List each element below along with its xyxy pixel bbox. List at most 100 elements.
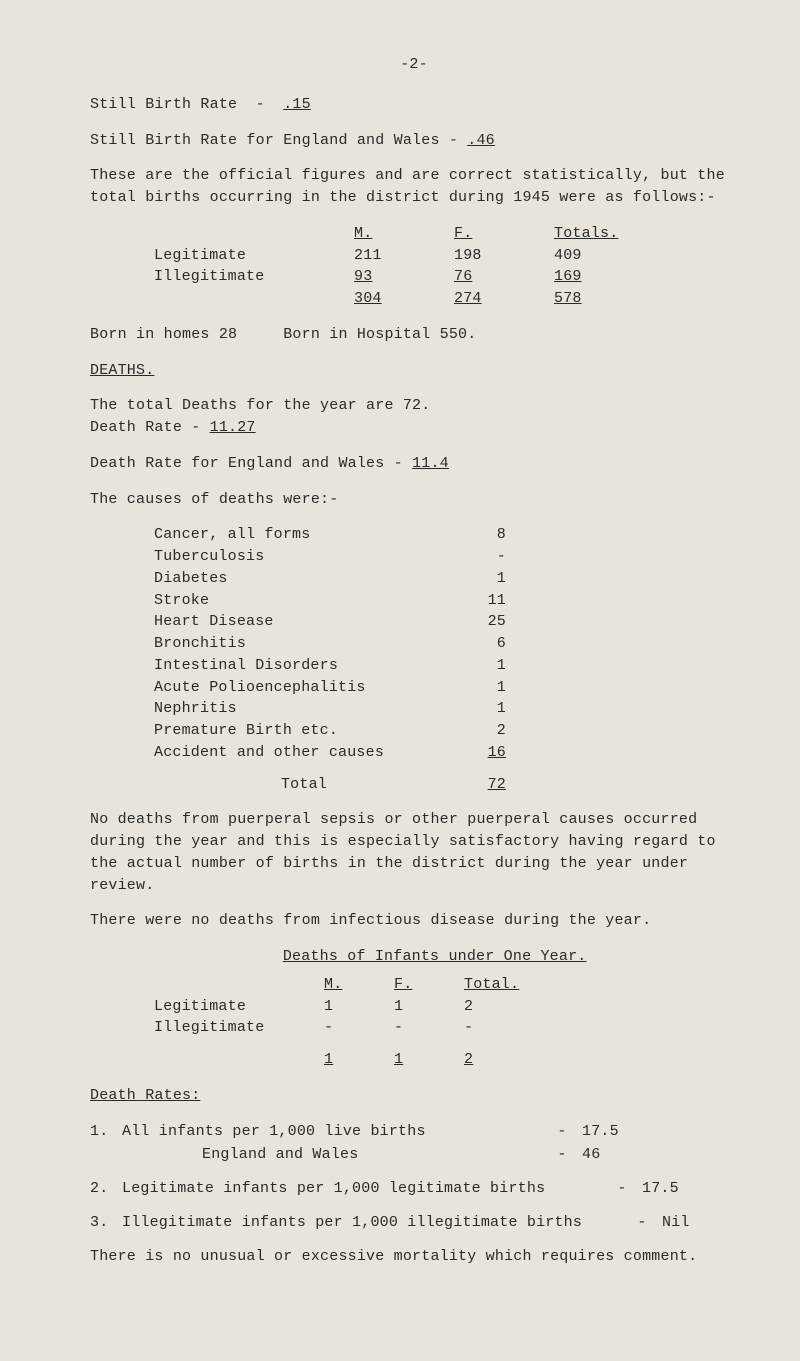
death-rate-eng-text: Death Rate for England and Wales - — [90, 455, 412, 472]
cell-m: - — [324, 1017, 394, 1039]
cause-n: 1 — [454, 655, 514, 677]
col-header-f: F. — [454, 223, 554, 245]
cause-label: Stroke — [154, 590, 454, 612]
blank — [90, 1144, 122, 1166]
rate-row: 3. Illegitimate infants per 1,000 illegi… — [90, 1212, 738, 1234]
cell-t: 169 — [554, 266, 654, 288]
cell-t: 409 — [554, 245, 654, 267]
infants-block: Legitimate Deaths of Infants under One Y… — [154, 946, 738, 968]
causes-total-n: 72 — [454, 774, 514, 796]
cause-label: Tuberculosis — [154, 546, 454, 568]
total-t: 2 — [464, 1049, 554, 1071]
deaths-total-text: The total Deaths for the year are 72. De… — [90, 397, 430, 436]
rate-subrow: England and Wales - 46 — [90, 1144, 738, 1166]
cause-n: 25 — [454, 611, 514, 633]
cell-t: 2 — [464, 996, 554, 1018]
deaths-heading: DEATHS. — [90, 360, 738, 382]
death-rates-heading-text: Death Rates: — [90, 1087, 200, 1104]
cause-label: Accident and other causes — [154, 742, 454, 764]
rate-num: 2. — [90, 1178, 122, 1200]
causes-total-label: Total — [154, 774, 454, 796]
cell-m: 1 — [324, 996, 394, 1018]
closing-para: There is no unusual or excessive mortali… — [90, 1246, 738, 1268]
rate-desc: All infants per 1,000 live births — [122, 1121, 542, 1143]
death-rate-local: 11.27 — [210, 419, 256, 436]
births-table: M. F. Totals. Legitimate 211 198 409 Ill… — [154, 223, 738, 310]
total-f: 274 — [454, 288, 554, 310]
infants-table: M. F. Total. Legitimate 1 1 2 Illegitima… — [154, 974, 738, 1071]
cause-label: Heart Disease — [154, 611, 454, 633]
rate-sub-val: 46 — [582, 1144, 662, 1166]
death-rates-list: 1. All infants per 1,000 live births - 1… — [90, 1121, 738, 1234]
cause-n: 11 — [454, 590, 514, 612]
intro-paragraph: These are the official figures and are c… — [90, 165, 738, 209]
cause-label: Acute Polioencephalitis — [154, 677, 454, 699]
cell-f: - — [394, 1017, 464, 1039]
col-header-m: M. — [354, 223, 454, 245]
col-header-m: M. — [324, 974, 394, 996]
dash: - — [542, 1121, 582, 1143]
spacer — [90, 1202, 738, 1212]
row-label: Illegitimate — [154, 1017, 324, 1039]
spacer — [154, 1039, 554, 1049]
blank-cell — [154, 1049, 324, 1071]
cause-n: 6 — [454, 633, 514, 655]
causes-intro: The causes of deaths were:- — [90, 489, 738, 511]
total-f: 1 — [394, 1049, 464, 1071]
still-birth-local-text: Still Birth Rate - — [90, 96, 283, 113]
cause-label: Cancer, all forms — [154, 524, 454, 546]
blank-cell — [154, 223, 354, 245]
col-header-f: F. — [394, 974, 464, 996]
cause-n: 16 — [454, 742, 514, 764]
cause-label: Intestinal Disorders — [154, 655, 454, 677]
infectious-para: There were no deaths from infectious dis… — [90, 910, 738, 932]
cause-n: 1 — [454, 698, 514, 720]
death-rate-eng-line: Death Rate for England and Wales - 11.4 — [90, 453, 738, 475]
row-label: Illegitimate — [154, 266, 354, 288]
cause-label: Nephritis — [154, 698, 454, 720]
infants-title-text: Deaths of Infants under One Year. — [283, 948, 587, 965]
cell-m: 211 — [354, 245, 454, 267]
death-rate-eng-value: 11.4 — [412, 455, 449, 472]
cause-label: Bronchitis — [154, 633, 454, 655]
dash: - — [602, 1178, 642, 1200]
rate-num: 1. — [90, 1121, 122, 1143]
cause-n: 1 — [454, 677, 514, 699]
cell-m: 93 — [354, 266, 454, 288]
spacer — [90, 1236, 738, 1246]
col-header-total: Total. — [464, 974, 554, 996]
no-deaths-para: No deaths from puerperal sepsis or other… — [90, 809, 738, 896]
still-birth-eng-text: Still Birth Rate for England and Wales - — [90, 132, 467, 149]
cause-n: 1 — [454, 568, 514, 590]
still-birth-eng-value: .46 — [467, 132, 495, 149]
dash: - — [542, 1144, 582, 1166]
row-label: Legitimate — [154, 245, 354, 267]
rate-val: 17.5 — [642, 1178, 722, 1200]
rate-sub-desc: England and Wales — [122, 1144, 542, 1166]
blank-cell — [154, 288, 354, 310]
page-number: -2- — [90, 54, 738, 76]
dash: - — [622, 1212, 662, 1234]
death-rates-heading: Death Rates: — [90, 1085, 738, 1107]
rate-row: 2. Legitimate infants per 1,000 legitima… — [90, 1178, 738, 1200]
still-birth-local: Still Birth Rate - .15 — [90, 94, 738, 116]
col-header-totals: Totals. — [554, 223, 654, 245]
rate-desc: Legitimate infants per 1,000 legitimate … — [122, 1178, 602, 1200]
rate-val: Nil — [662, 1212, 722, 1234]
cause-n: 2 — [454, 720, 514, 742]
row-label: Legitimate — [154, 996, 324, 1018]
rate-row: 1. All infants per 1,000 live births - 1… — [90, 1121, 738, 1143]
total-m: 1 — [324, 1049, 394, 1071]
total-m: 304 — [354, 288, 454, 310]
still-birth-local-value: .15 — [283, 96, 311, 113]
infants-title: Legitimate Deaths of Infants under One Y… — [154, 946, 738, 968]
blank-cell — [154, 974, 324, 996]
total-t: 578 — [554, 288, 654, 310]
spacer — [90, 1168, 738, 1178]
cell-t: - — [464, 1017, 554, 1039]
cell-f: 1 — [394, 996, 464, 1018]
born-line: Born in homes 28 Born in Hospital 550. — [90, 324, 738, 346]
cause-label: Diabetes — [154, 568, 454, 590]
cell-f: 76 — [454, 266, 554, 288]
cause-n: 8 — [454, 524, 514, 546]
